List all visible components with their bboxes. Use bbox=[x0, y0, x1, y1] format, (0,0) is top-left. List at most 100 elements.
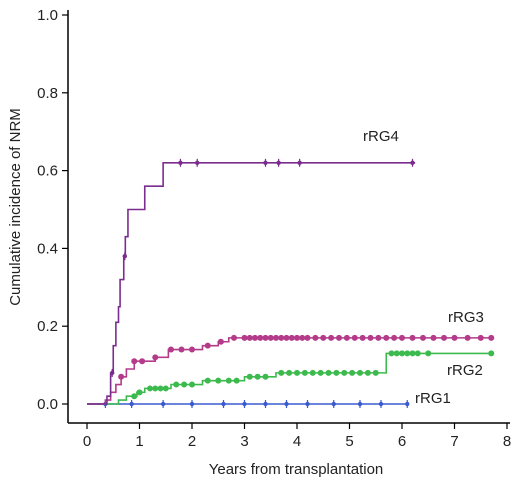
series-line-rRG2 bbox=[87, 352, 494, 405]
plot-area bbox=[87, 158, 495, 408]
series-label-rRG2: rRG2 bbox=[447, 362, 483, 379]
censor-mark-rRG2 bbox=[349, 369, 356, 376]
censor-mark-rRG2 bbox=[278, 369, 285, 376]
censor-dot-rRG1 bbox=[405, 401, 410, 407]
censor-mark-rRG2 bbox=[309, 369, 316, 376]
censor-mark-rRG2 bbox=[254, 373, 261, 380]
censor-dot-rRG1 bbox=[160, 401, 166, 407]
censor-dot-rRG1 bbox=[357, 401, 363, 407]
y-tick-label: 0.0 bbox=[37, 396, 58, 413]
censor-mark-rRG3 bbox=[464, 334, 471, 341]
censor-mark-rRG2 bbox=[136, 389, 143, 396]
censor-mark-rRG2 bbox=[388, 350, 395, 357]
censor-mark-rRG3 bbox=[231, 334, 237, 341]
series-label-rRG3: rRG3 bbox=[448, 309, 484, 326]
censor-mark-rRG2 bbox=[147, 385, 153, 392]
censor-mark-rRG3 bbox=[252, 334, 258, 341]
censor-mark-rRG3 bbox=[278, 334, 285, 341]
series-label-rRG4: rRG4 bbox=[363, 128, 399, 145]
axes: 0.0 0.2 0.4 0.6 0.8 1.0 0 1 2 3 4 5 6 7 8 bbox=[37, 7, 511, 450]
censor-dot-rRG1 bbox=[331, 401, 336, 407]
x-tick-label: 2 bbox=[188, 433, 196, 450]
censor-dot-rRG4 bbox=[110, 370, 115, 376]
censor-dot-rRG1 bbox=[129, 401, 134, 407]
censor-mark-rRG3 bbox=[399, 334, 405, 341]
series-labels: rRG4 rRG3 rRG2 rRG1 bbox=[363, 128, 484, 407]
censor-dot-rRG4 bbox=[263, 160, 268, 166]
censor-mark-rRG3 bbox=[217, 338, 224, 345]
censor-dot-rRG1 bbox=[189, 401, 195, 407]
censor-mark-rRG3 bbox=[420, 334, 426, 341]
censor-mark-rRG2 bbox=[357, 369, 363, 376]
censor-mark-rRG3 bbox=[168, 346, 174, 353]
y-tick-label: 0.4 bbox=[37, 240, 58, 257]
x-axis-title: Years from transplantation bbox=[209, 461, 384, 478]
censor-mark-rRG3 bbox=[488, 334, 495, 341]
censor-mark-rRG3 bbox=[375, 334, 382, 341]
censor-mark-rRG2 bbox=[414, 350, 421, 357]
x-tick-label: 4 bbox=[293, 433, 301, 450]
censor-dot-rRG1 bbox=[378, 401, 384, 407]
x-tick-label: 8 bbox=[503, 433, 511, 450]
censor-mark-rRG2 bbox=[152, 385, 159, 392]
censor-dot-rRG1 bbox=[305, 401, 310, 407]
censor-mark-rRG3 bbox=[262, 334, 269, 341]
censor-mark-rRG3 bbox=[312, 334, 319, 341]
censor-mark-rRG3 bbox=[391, 334, 398, 341]
censor-mark-rRG3 bbox=[328, 334, 335, 341]
censor-mark-rRG3 bbox=[257, 334, 264, 341]
censor-mark-rRG3 bbox=[343, 334, 350, 341]
censor-mark-rRG3 bbox=[131, 358, 138, 365]
censor-dot-rRG4 bbox=[297, 160, 302, 166]
censor-mark-rRG3 bbox=[267, 334, 274, 341]
censor-mark-rRG3 bbox=[359, 334, 366, 341]
censor-mark-rRG3 bbox=[367, 334, 374, 341]
censor-mark-rRG3 bbox=[441, 334, 447, 341]
censor-mark-rRG2 bbox=[409, 350, 416, 357]
censor-mark-rRG2 bbox=[301, 369, 308, 376]
censor-mark-rRG2 bbox=[189, 381, 195, 388]
censor-mark-rRG3 bbox=[118, 373, 125, 380]
censor-dot-rRG4 bbox=[195, 160, 200, 166]
censor-mark-rRG2 bbox=[488, 350, 495, 357]
censor-mark-rRG3 bbox=[351, 334, 358, 341]
censor-dot-rRG1 bbox=[263, 401, 268, 407]
censor-dot-rRG4 bbox=[276, 160, 281, 166]
censor-mark-rRG2 bbox=[364, 369, 371, 376]
censor-mark-rRG3 bbox=[246, 334, 253, 341]
x-tick-label: 6 bbox=[398, 433, 406, 450]
censor-mark-rRG3 bbox=[152, 354, 159, 361]
censor-mark-rRG2 bbox=[317, 369, 324, 376]
x-tick-label: 1 bbox=[135, 433, 143, 450]
censor-mark-rRG2 bbox=[372, 369, 379, 376]
censor-dot-rRG4 bbox=[122, 253, 128, 259]
censor-mark-rRG2 bbox=[341, 369, 348, 376]
censor-mark-rRG3 bbox=[283, 334, 290, 341]
censor-mark-rRG2 bbox=[157, 385, 164, 392]
censor-mark-rRG2 bbox=[262, 373, 269, 380]
censor-mark-rRG3 bbox=[204, 342, 211, 349]
censor-mark-rRG3 bbox=[241, 334, 248, 341]
censor-mark-rRG3 bbox=[304, 334, 311, 341]
censor-mark-rRG3 bbox=[299, 334, 306, 341]
censor-mark-rRG2 bbox=[204, 377, 211, 384]
x-tick-label: 3 bbox=[240, 433, 248, 450]
series-label-rRG1: rRG1 bbox=[415, 390, 451, 407]
y-tick-label: 0.6 bbox=[37, 163, 58, 180]
x-tick-label: 5 bbox=[345, 433, 353, 450]
censor-mark-rRG3 bbox=[477, 334, 484, 341]
censor-dot-rRG1 bbox=[284, 401, 289, 407]
censor-mark-rRG2 bbox=[173, 381, 180, 388]
censor-mark-rRG2 bbox=[131, 393, 138, 400]
censor-mark-rRG2 bbox=[333, 369, 340, 376]
censor-mark-rRG2 bbox=[393, 350, 400, 357]
censor-mark-rRG2 bbox=[233, 377, 240, 384]
y-tick-label: 0.2 bbox=[37, 318, 58, 335]
censor-mark-rRG2 bbox=[181, 381, 188, 388]
censor-mark-rRG3 bbox=[430, 334, 437, 341]
y-tick-label: 0.8 bbox=[37, 85, 58, 102]
censor-mark-rRG2 bbox=[215, 377, 222, 384]
censor-dot-rRG4 bbox=[410, 160, 415, 166]
series-line-rRG4 bbox=[87, 162, 416, 405]
